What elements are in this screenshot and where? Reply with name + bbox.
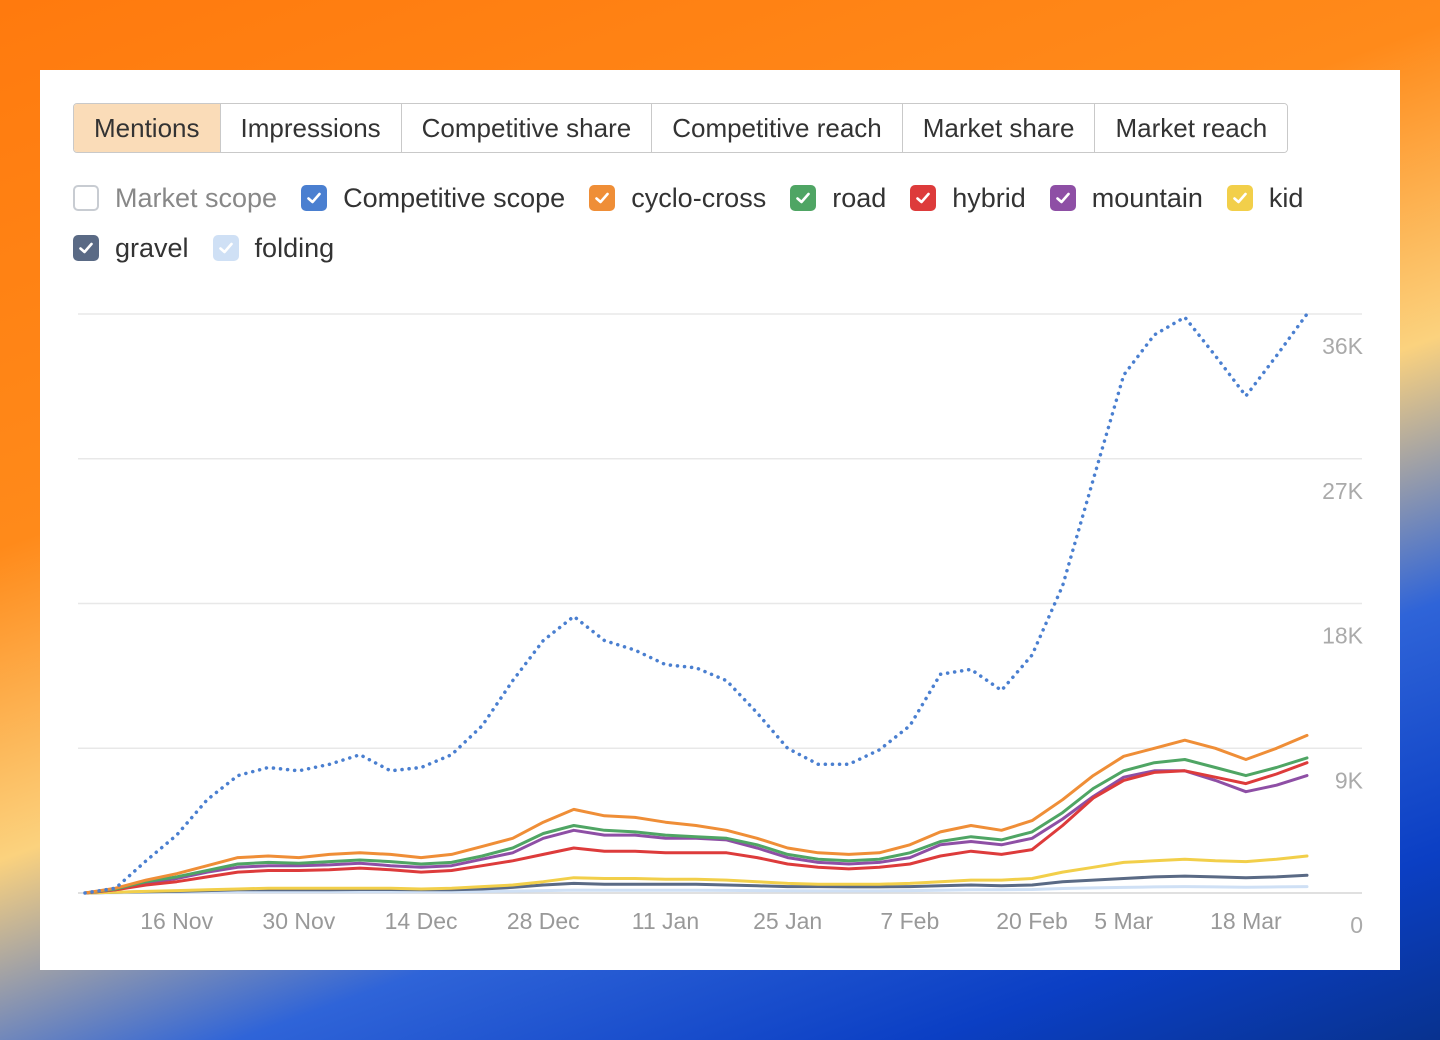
x-tick-label: 25 Jan: [753, 908, 822, 934]
checkbox: [910, 185, 937, 211]
legend-label: cyclo-cross: [631, 182, 767, 213]
check-icon: [1055, 192, 1070, 204]
checkbox: [589, 185, 616, 211]
check: [1233, 192, 1247, 204]
series-line: [83, 761, 1309, 895]
x-tick-label: 28 Dec: [507, 908, 580, 934]
check: [307, 192, 321, 204]
x-tick-label: 14 Dec: [385, 908, 458, 934]
x-tick-label: 30 Nov: [262, 908, 335, 934]
legend-item[interactable]: Competitive scope: [301, 182, 566, 213]
checkbox: [1049, 185, 1076, 211]
series-line: [83, 733, 1309, 895]
x-tick-label: 7 Feb: [880, 908, 939, 934]
tab[interactable]: Mentions: [74, 104, 221, 152]
legend-label: road: [832, 182, 887, 213]
checkbox: [1226, 185, 1253, 211]
legend-label: kid: [1268, 182, 1304, 213]
legend-label: Market scope: [115, 182, 278, 213]
series-line: [83, 885, 1309, 895]
x-tick-label: 5 Mar: [1094, 908, 1153, 934]
tab[interactable]: Impressions: [220, 104, 402, 152]
x-tick-label: 11 Jan: [632, 908, 699, 934]
check: [79, 242, 93, 254]
legend-item[interactable]: Market scope: [73, 182, 278, 213]
series-line: [83, 756, 1309, 895]
check: [796, 192, 811, 204]
card: Mentions Impressions Competitive share Comp…: [40, 70, 1400, 970]
legend-label: folding: [254, 232, 335, 263]
tab[interactable]: Market share: [902, 104, 1096, 152]
legend-label: mountain: [1091, 182, 1203, 213]
check-icon: [796, 192, 811, 204]
legend-label: hybrid: [952, 182, 1026, 213]
legend-label: gravel: [115, 232, 189, 263]
check-icon: [1233, 192, 1247, 204]
series-line: [83, 854, 1309, 895]
check-icon: [307, 192, 321, 204]
check: [1055, 192, 1070, 204]
tab[interactable]: Competitive share: [401, 104, 653, 152]
checkbox: [73, 185, 99, 211]
y-tick-label: 18K: [1322, 623, 1364, 649]
y-tick-label: 36K: [1322, 333, 1364, 359]
series-line: [83, 312, 1309, 895]
check-icon: [916, 192, 931, 204]
legend-item[interactable]: hybrid: [910, 182, 1026, 213]
checkbox: [790, 185, 817, 211]
check: [916, 192, 931, 204]
tab-bar: Mentions Impressions Competitive share Comp…: [73, 103, 1289, 153]
series-line: [83, 769, 1309, 895]
y-tick-label: 27K: [1322, 478, 1364, 504]
series-line: [83, 873, 1309, 895]
legend-item[interactable]: road: [790, 182, 887, 213]
check-icon: [79, 242, 93, 254]
legend-item[interactable]: mountain: [1049, 182, 1203, 213]
tab[interactable]: Competitive reach: [652, 104, 903, 152]
x-tick-label: 16 Nov: [140, 908, 213, 934]
checkbox: [73, 235, 99, 261]
check-icon: [218, 242, 233, 254]
legend-item[interactable]: folding: [212, 232, 335, 263]
x-tick-label: 18 Mar: [1210, 908, 1282, 934]
x-tick-label: 20 Feb: [996, 908, 1068, 934]
y-tick-label: 9K: [1335, 767, 1364, 793]
legend-item[interactable]: gravel: [73, 232, 189, 263]
check-icon: [595, 192, 609, 204]
y-tick-label: 0: [1350, 912, 1363, 938]
check: [218, 242, 233, 254]
legend-label: Competitive scope: [343, 182, 566, 213]
tab[interactable]: Market reach: [1095, 104, 1288, 152]
legend-item[interactable]: kid: [1226, 182, 1304, 213]
legend-item[interactable]: cyclo-cross: [589, 182, 767, 213]
legend: Market scope Competitive scope cyclo-cross…: [73, 182, 1383, 263]
checkbox: [212, 235, 239, 261]
check: [595, 192, 609, 204]
checkbox: [301, 185, 328, 211]
